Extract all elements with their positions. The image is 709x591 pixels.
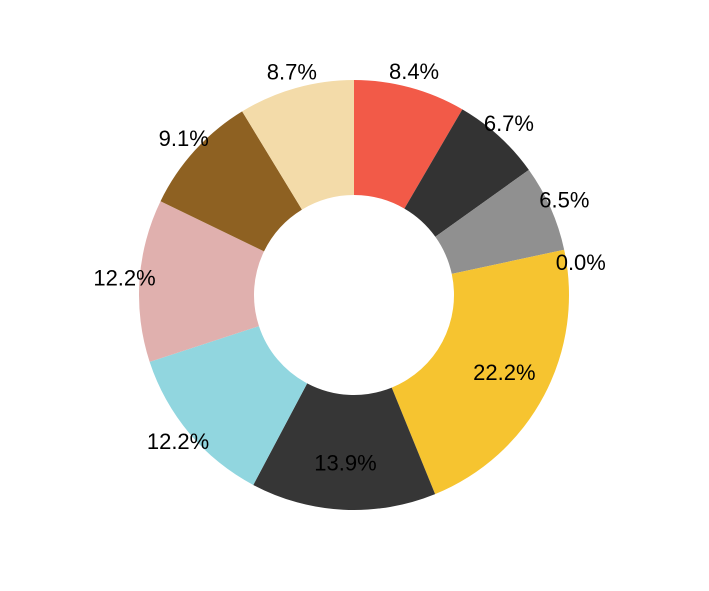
slice-label: 13.9%: [314, 451, 376, 476]
donut-chart: 8.4% 6.7% 6.5% 0.0% 22.2% 13.9% 12.2% 12.2% 9.1%…: [0, 0, 709, 591]
slice-label: 0.0%: [556, 250, 606, 275]
slice-label: 22.2%: [473, 360, 535, 385]
slice-label: 8.4%: [389, 59, 439, 84]
slice-label: 8.7%: [267, 59, 317, 84]
slice-label: 6.7%: [484, 111, 534, 136]
donut-chart-svg: 8.4% 6.7% 6.5% 0.0% 22.2% 13.9% 12.2% 12.2% 9.1%…: [0, 0, 709, 591]
slice-label: 9.1%: [159, 126, 209, 151]
slice-label: 6.5%: [539, 188, 589, 213]
slice-label: 12.2%: [93, 265, 155, 290]
slice-label: 12.2%: [147, 429, 209, 454]
